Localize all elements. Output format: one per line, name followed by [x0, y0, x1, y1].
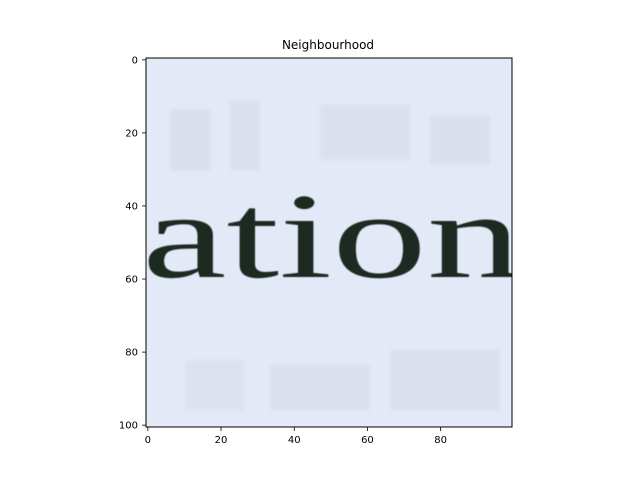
image-panel: ation [142, 58, 522, 427]
y-tick-label: 40 [125, 201, 138, 212]
y-tick-label: 0 [132, 55, 138, 66]
x-axis: 0 20 40 60 80 [145, 427, 447, 446]
y-axis: 0 20 40 60 80 100 [119, 55, 146, 432]
y-tick-label: 80 [125, 348, 138, 359]
x-tick-label: 0 [145, 435, 151, 446]
x-tick-label: 60 [361, 435, 374, 446]
x-tick-label: 80 [434, 435, 447, 446]
x-tick-label: 40 [288, 435, 301, 446]
bleed-through-texture [170, 100, 500, 410]
y-tick-label: 100 [119, 421, 138, 432]
image-foreground-text: ation [142, 169, 522, 304]
axes-frame [145, 57, 513, 428]
y-tick-label: 20 [125, 128, 138, 139]
x-tick-label: 20 [215, 435, 228, 446]
y-tick-label: 60 [125, 275, 138, 286]
figure-title: Neighbourhood [282, 38, 374, 52]
